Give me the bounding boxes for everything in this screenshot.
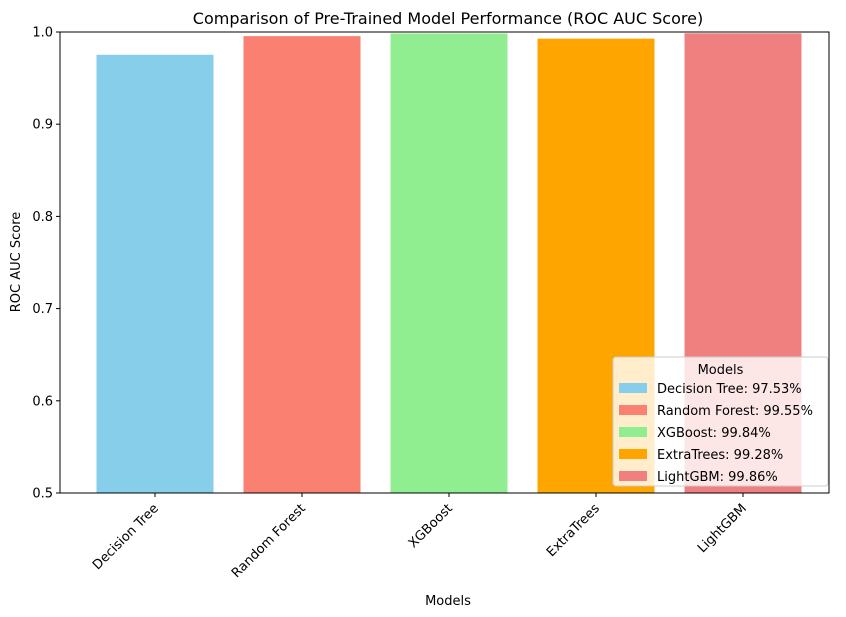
y-tick-label: 0.8: [32, 210, 53, 225]
y-tick-label: 0.5: [32, 487, 53, 502]
legend-swatch: [619, 383, 647, 393]
y-tick-label: 1.0: [32, 26, 53, 41]
legend-title: Models: [698, 363, 744, 378]
legend-entry-label: ExtraTrees: 99.28%: [657, 448, 783, 463]
legend-entry-label: Random Forest: 99.55%: [657, 404, 813, 419]
y-tick-label: 0.6: [32, 394, 53, 409]
x-axis-label: Models: [425, 594, 471, 609]
legend-entry-label: XGBoost: 99.84%: [657, 426, 771, 441]
bar-xgboost: [390, 33, 508, 494]
x-ticks-group: Decision Tree Random Forest XGBoost ExtraTr…: [90, 493, 750, 581]
chart-title: Comparison of Pre-Trained Model Performa…: [193, 9, 703, 28]
y-tick-label: 0.9: [32, 118, 53, 133]
y-axis-label: ROC AUC Score: [9, 212, 24, 313]
legend-swatch: [619, 471, 647, 481]
x-tick-label: LightGBM: [695, 501, 750, 556]
legend-entry-label: Decision Tree: 97.53%: [657, 382, 802, 397]
legend-entry-label: LightGBM: 99.86%: [657, 470, 778, 485]
x-tick-label: XGBoost: [406, 501, 456, 551]
y-tick-label: 0.7: [32, 302, 53, 317]
bar-decision-tree: [96, 54, 214, 493]
legend: Models Decision Tree: 97.53% Random Forest…: [612, 356, 829, 487]
legend-swatch: [619, 405, 647, 415]
x-tick-label: Random Forest: [229, 501, 309, 581]
x-tick-label: Decision Tree: [90, 501, 162, 573]
y-ticks-group: 0.5 0.6 0.7 0.8 0.9 1.0: [32, 26, 60, 502]
legend-swatch: [619, 427, 647, 437]
plot-frame: [59, 31, 830, 494]
bar-random-forest: [243, 36, 361, 494]
legend-swatch: [619, 449, 647, 459]
legend-box: [612, 356, 829, 487]
x-tick-label: ExtraTrees: [544, 501, 603, 560]
